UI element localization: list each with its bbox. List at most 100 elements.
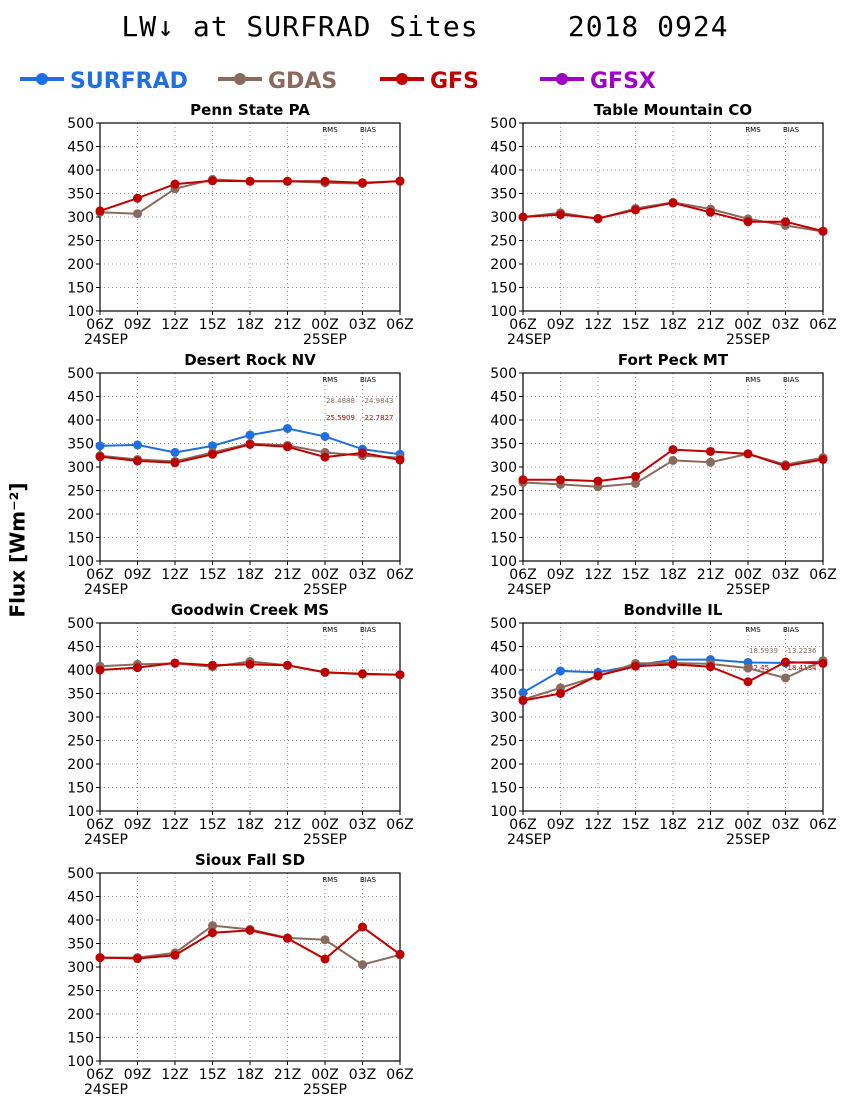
series-line — [99, 443, 401, 464]
data-point — [668, 658, 678, 668]
series-gdas — [95, 657, 405, 680]
x-tick-label: 15Z — [622, 317, 649, 333]
y-tick-label: 250 — [490, 484, 517, 500]
date-label: 25SEP — [303, 332, 347, 348]
plot-frame — [99, 872, 401, 1062]
legend: SURFRAD GDAS GFS GFSX — [20, 69, 656, 94]
series-line — [522, 201, 824, 233]
data-point — [631, 471, 640, 481]
series-line — [523, 448, 824, 483]
x-tick-label: 03Z — [772, 817, 799, 833]
data-point — [668, 198, 678, 208]
data-point — [133, 659, 142, 669]
y-tick-label: 100 — [490, 804, 517, 820]
data-point — [743, 217, 753, 227]
data-point — [395, 453, 405, 463]
x-tick-label: 18Z — [659, 317, 686, 333]
data-point — [283, 423, 292, 433]
x-tick-label: 12Z — [584, 317, 611, 333]
x-tick-label: 00Z — [734, 817, 761, 833]
date-label: 24SEP — [84, 1082, 128, 1098]
data-point — [133, 456, 142, 466]
stats-rms-value: 28.4888 — [326, 397, 355, 405]
y-tick-label: 500 — [490, 616, 517, 632]
y-tick-label: 150 — [67, 1031, 94, 1047]
data-point — [706, 457, 715, 467]
data-point — [395, 176, 405, 186]
y-tick-label: 200 — [490, 507, 517, 523]
data-point — [245, 430, 255, 440]
series-line — [99, 178, 401, 215]
legend-item-gfsx: GFSX — [540, 69, 656, 94]
y-tick-label: 150 — [490, 281, 517, 297]
data-point — [818, 454, 828, 464]
y-axis-label-text: Flux [Wm⁻²] — [6, 482, 30, 617]
y-tick-label: 300 — [67, 210, 94, 226]
data-point — [208, 447, 217, 457]
y-tick-label: 150 — [67, 781, 94, 797]
legend-marker — [234, 73, 246, 85]
stats-rms-header: RMS — [322, 626, 338, 634]
x-tick-label: 12Z — [161, 817, 188, 833]
data-point — [781, 460, 790, 470]
data-point — [320, 954, 330, 964]
x-tick-label: 06Z — [509, 567, 536, 583]
x-tick-label: 15Z — [199, 1067, 226, 1083]
chart-penn-state-pa: Penn State PA 100 150 200 250 300 350 400 450 500… — [67, 101, 413, 348]
chart-title: Bondville IL — [624, 601, 723, 619]
y-tick-label: 250 — [67, 734, 94, 750]
plot-frame — [522, 622, 824, 812]
data-point — [593, 213, 603, 223]
data-point — [743, 663, 753, 673]
data-point — [743, 677, 753, 687]
chart-title: Fort Peck MT — [618, 351, 729, 369]
y-tick-label: 450 — [67, 640, 94, 656]
data-point — [358, 922, 367, 932]
x-tick-label: 21Z — [274, 567, 301, 583]
date-label: 25SEP — [303, 832, 347, 848]
data-point — [743, 449, 753, 459]
data-point — [358, 448, 367, 458]
y-tick-label: 350 — [67, 437, 94, 453]
legend-marker — [556, 73, 568, 85]
data-point — [320, 935, 330, 945]
x-tick-label: 03Z — [349, 317, 376, 333]
series-line — [99, 442, 401, 463]
data-point — [358, 179, 367, 189]
data-point — [320, 667, 330, 677]
data-point — [706, 207, 715, 217]
data-point — [668, 655, 678, 665]
y-tick-label: 500 — [67, 616, 94, 632]
y-tick-label: 500 — [67, 866, 94, 882]
data-point — [518, 475, 528, 485]
data-point — [95, 451, 105, 461]
series-gfs — [95, 922, 405, 964]
date-label: 24SEP — [507, 582, 551, 598]
data-point — [518, 688, 528, 698]
y-tick-label: 250 — [67, 234, 94, 250]
data-point — [593, 671, 603, 681]
data-point — [818, 658, 828, 668]
data-point — [556, 475, 565, 485]
y-tick-label: 200 — [67, 757, 94, 773]
y-tick-label: 200 — [490, 757, 517, 773]
data-point — [743, 214, 753, 224]
series-line — [522, 201, 824, 233]
y-tick-label: 500 — [490, 116, 517, 132]
x-tick-label: 06Z — [386, 1067, 413, 1083]
x-tick-label: 12Z — [584, 817, 611, 833]
x-tick-label: 03Z — [772, 317, 799, 333]
data-point — [133, 953, 142, 963]
y-tick-label: 250 — [67, 984, 94, 1000]
data-point — [706, 662, 715, 672]
data-point — [395, 670, 405, 680]
data-point — [668, 197, 678, 207]
data-point — [593, 667, 603, 677]
x-tick-label: 09Z — [547, 567, 574, 583]
data-point — [631, 204, 640, 214]
data-point — [283, 660, 292, 670]
data-point — [556, 683, 565, 693]
y-tick-label: 150 — [490, 781, 517, 797]
stats-bias-header: BIAS — [360, 126, 377, 134]
